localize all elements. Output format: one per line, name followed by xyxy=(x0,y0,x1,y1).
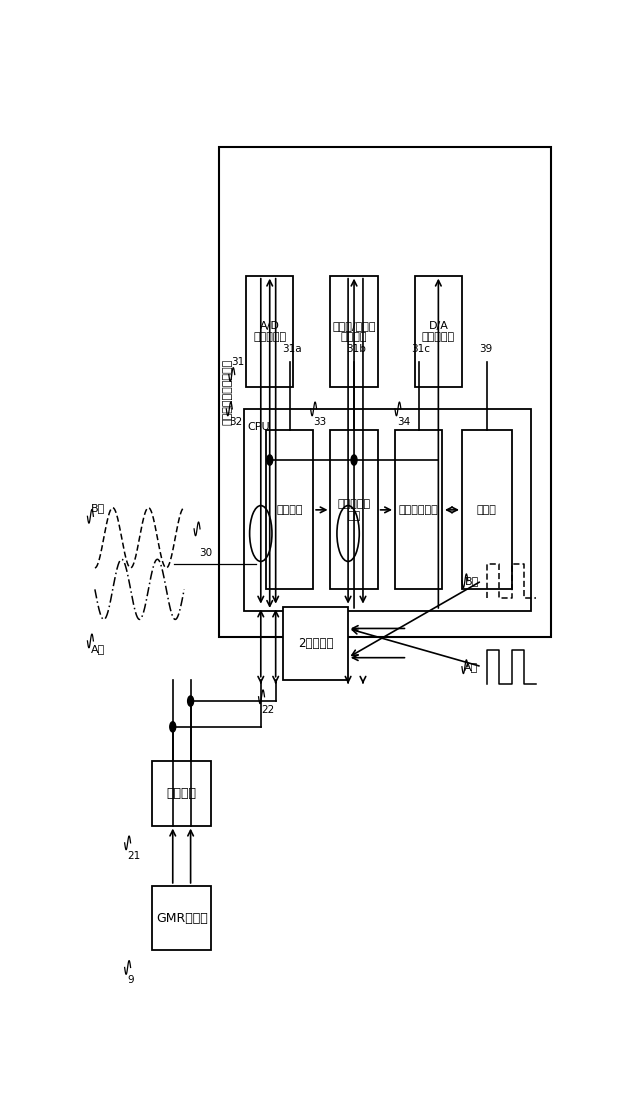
Text: アップ/ダウン
カウンタ: アップ/ダウン カウンタ xyxy=(332,320,376,343)
Text: 30: 30 xyxy=(199,548,212,558)
Text: 22: 22 xyxy=(261,704,275,714)
Bar xyxy=(462,431,511,589)
Bar xyxy=(244,408,531,610)
Text: 31: 31 xyxy=(231,357,244,367)
Bar xyxy=(330,276,378,387)
Circle shape xyxy=(170,722,176,732)
Bar xyxy=(415,276,462,387)
Text: 通倍処理: 通倍処理 xyxy=(276,504,303,514)
Text: 39: 39 xyxy=(479,344,493,354)
Text: 9: 9 xyxy=(127,975,134,985)
Circle shape xyxy=(188,696,193,706)
Circle shape xyxy=(351,455,357,465)
Bar xyxy=(246,276,293,387)
Bar xyxy=(152,886,211,951)
Text: A相: A相 xyxy=(465,662,479,672)
Bar xyxy=(284,607,348,680)
Text: 21: 21 xyxy=(127,850,140,860)
Circle shape xyxy=(267,455,273,465)
Text: 2値化回路: 2値化回路 xyxy=(298,636,333,650)
Text: D/A
コンバータ: D/A コンバータ xyxy=(422,320,455,343)
Bar xyxy=(152,761,211,826)
Text: カウント値
補正: カウント値 補正 xyxy=(337,499,371,521)
Bar xyxy=(395,431,442,589)
Bar xyxy=(330,431,378,589)
Text: 増幅回路: 増幅回路 xyxy=(166,787,196,800)
Text: 31b: 31b xyxy=(347,344,367,354)
Text: メモリ: メモリ xyxy=(477,504,497,514)
Text: 32: 32 xyxy=(229,416,242,426)
Text: マイクロコンピュータ: マイクロコンピュータ xyxy=(223,358,233,425)
Text: B相: B相 xyxy=(465,576,479,586)
Text: 33: 33 xyxy=(313,416,326,426)
Text: パルス値演算: パルス値演算 xyxy=(399,504,438,514)
Text: A/D
コンバータ: A/D コンバータ xyxy=(253,320,286,343)
Text: CPU: CPU xyxy=(248,422,270,432)
Bar xyxy=(219,147,551,636)
Bar xyxy=(266,431,313,589)
Text: B相: B相 xyxy=(91,502,105,512)
Text: 31a: 31a xyxy=(282,344,301,354)
Text: GMRセンサ: GMRセンサ xyxy=(156,912,207,924)
Text: A相: A相 xyxy=(91,645,105,654)
Text: 31c: 31c xyxy=(411,344,430,354)
Text: 34: 34 xyxy=(397,416,411,426)
